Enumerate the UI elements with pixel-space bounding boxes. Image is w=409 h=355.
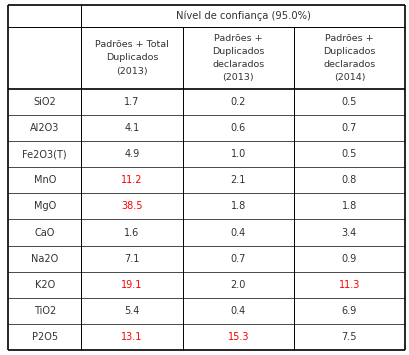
- Text: Al2O3: Al2O3: [30, 123, 59, 133]
- Text: SiO2: SiO2: [34, 97, 56, 107]
- Text: P2O5: P2O5: [31, 332, 58, 342]
- Text: 11.3: 11.3: [339, 280, 360, 290]
- Text: MnO: MnO: [34, 175, 56, 185]
- Text: 1.8: 1.8: [231, 201, 246, 212]
- Text: Nível de confiança (95.0%): Nível de confiança (95.0%): [176, 11, 311, 21]
- Text: 2.1: 2.1: [231, 175, 246, 185]
- Text: 0.6: 0.6: [231, 123, 246, 133]
- Text: 13.1: 13.1: [121, 332, 143, 342]
- Text: 0.5: 0.5: [342, 97, 357, 107]
- Text: 0.8: 0.8: [342, 175, 357, 185]
- Text: 0.5: 0.5: [342, 149, 357, 159]
- Text: 5.4: 5.4: [124, 306, 140, 316]
- Text: Padrões + Total
Duplicados
(2013): Padrões + Total Duplicados (2013): [95, 40, 169, 76]
- Text: 6.9: 6.9: [342, 306, 357, 316]
- Text: 0.7: 0.7: [342, 123, 357, 133]
- Text: 1.6: 1.6: [124, 228, 140, 237]
- Text: K2O: K2O: [35, 280, 55, 290]
- Text: 0.4: 0.4: [231, 228, 246, 237]
- Text: 1.0: 1.0: [231, 149, 246, 159]
- Text: Padrões +
Duplicados
declarados
(2013): Padrões + Duplicados declarados (2013): [212, 34, 265, 82]
- Text: 0.2: 0.2: [231, 97, 246, 107]
- Text: Padrões +
Duplicados
declarados
(2014): Padrões + Duplicados declarados (2014): [323, 34, 375, 82]
- Text: MgO: MgO: [34, 201, 56, 212]
- Text: 0.7: 0.7: [231, 254, 246, 264]
- Text: 1.8: 1.8: [342, 201, 357, 212]
- Text: 7.5: 7.5: [342, 332, 357, 342]
- Text: 4.1: 4.1: [124, 123, 140, 133]
- Text: 1.7: 1.7: [124, 97, 140, 107]
- Text: 0.9: 0.9: [342, 254, 357, 264]
- Text: 11.2: 11.2: [121, 175, 143, 185]
- Text: Na2O: Na2O: [31, 254, 58, 264]
- Text: 0.4: 0.4: [231, 306, 246, 316]
- Text: Fe2O3(T): Fe2O3(T): [22, 149, 67, 159]
- Text: 3.4: 3.4: [342, 228, 357, 237]
- Text: 4.9: 4.9: [124, 149, 140, 159]
- Text: 38.5: 38.5: [121, 201, 143, 212]
- Text: TiO2: TiO2: [34, 306, 56, 316]
- Text: CaO: CaO: [34, 228, 55, 237]
- Text: 19.1: 19.1: [121, 280, 143, 290]
- Text: 15.3: 15.3: [227, 332, 249, 342]
- Text: 7.1: 7.1: [124, 254, 140, 264]
- Text: 2.0: 2.0: [231, 280, 246, 290]
